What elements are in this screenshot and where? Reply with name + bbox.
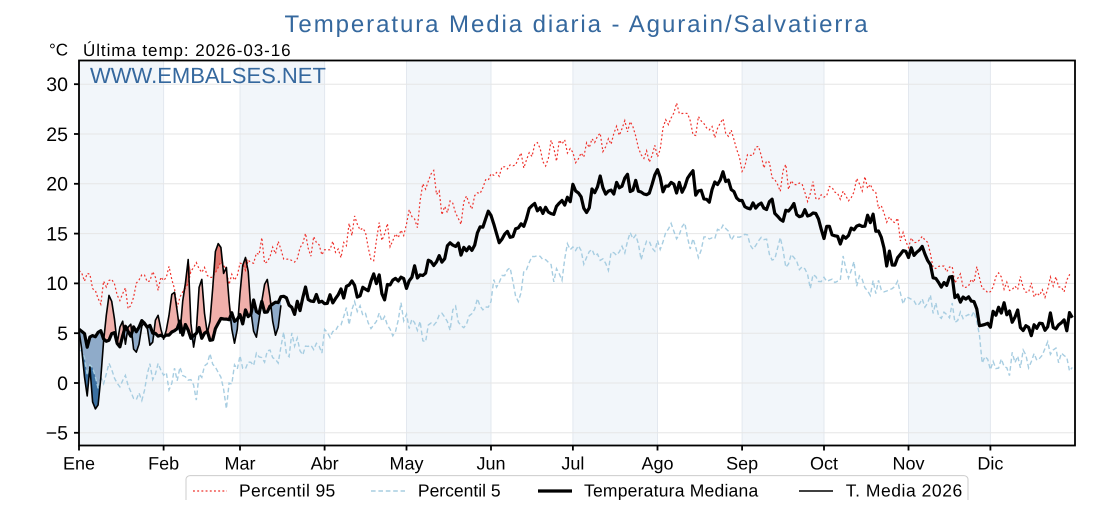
- svg-text:Dic: Dic: [977, 454, 1003, 474]
- svg-text:Temperatura Media diaria - Agu: Temperatura Media diaria - Agurain/Salva…: [284, 11, 869, 38]
- svg-text:Ago: Ago: [641, 454, 673, 474]
- svg-text:20: 20: [46, 174, 68, 196]
- svg-text:Sep: Sep: [726, 454, 758, 474]
- svg-text:Mar: Mar: [225, 454, 256, 474]
- svg-text:Jul: Jul: [561, 454, 584, 474]
- svg-text:Temperatura Mediana: Temperatura Mediana: [584, 481, 758, 501]
- svg-text:Última temp: 2026-03-16: Última temp: 2026-03-16: [83, 41, 291, 60]
- svg-text:Ene: Ene: [63, 454, 95, 474]
- svg-text:30: 30: [46, 74, 68, 96]
- svg-text:0: 0: [57, 373, 68, 395]
- svg-text:Jun: Jun: [476, 454, 505, 474]
- svg-text:Percentil 5: Percentil 5: [418, 481, 501, 501]
- svg-text:−5: −5: [46, 423, 68, 445]
- svg-text:Percentil 95: Percentil 95: [239, 481, 336, 501]
- svg-text:T. Media 2026: T. Media 2026: [846, 481, 963, 501]
- svg-text:10: 10: [46, 273, 68, 295]
- svg-text:15: 15: [46, 223, 68, 245]
- svg-text:Abr: Abr: [311, 454, 339, 474]
- svg-text:25: 25: [46, 124, 68, 146]
- svg-text:Feb: Feb: [148, 454, 179, 474]
- svg-text:WWW.EMBALSES.NET: WWW.EMBALSES.NET: [90, 63, 326, 88]
- svg-text:5: 5: [57, 323, 68, 345]
- svg-text:°C: °C: [49, 41, 68, 60]
- svg-text:May: May: [389, 454, 423, 474]
- svg-text:Nov: Nov: [892, 454, 924, 474]
- svg-text:Oct: Oct: [810, 454, 838, 474]
